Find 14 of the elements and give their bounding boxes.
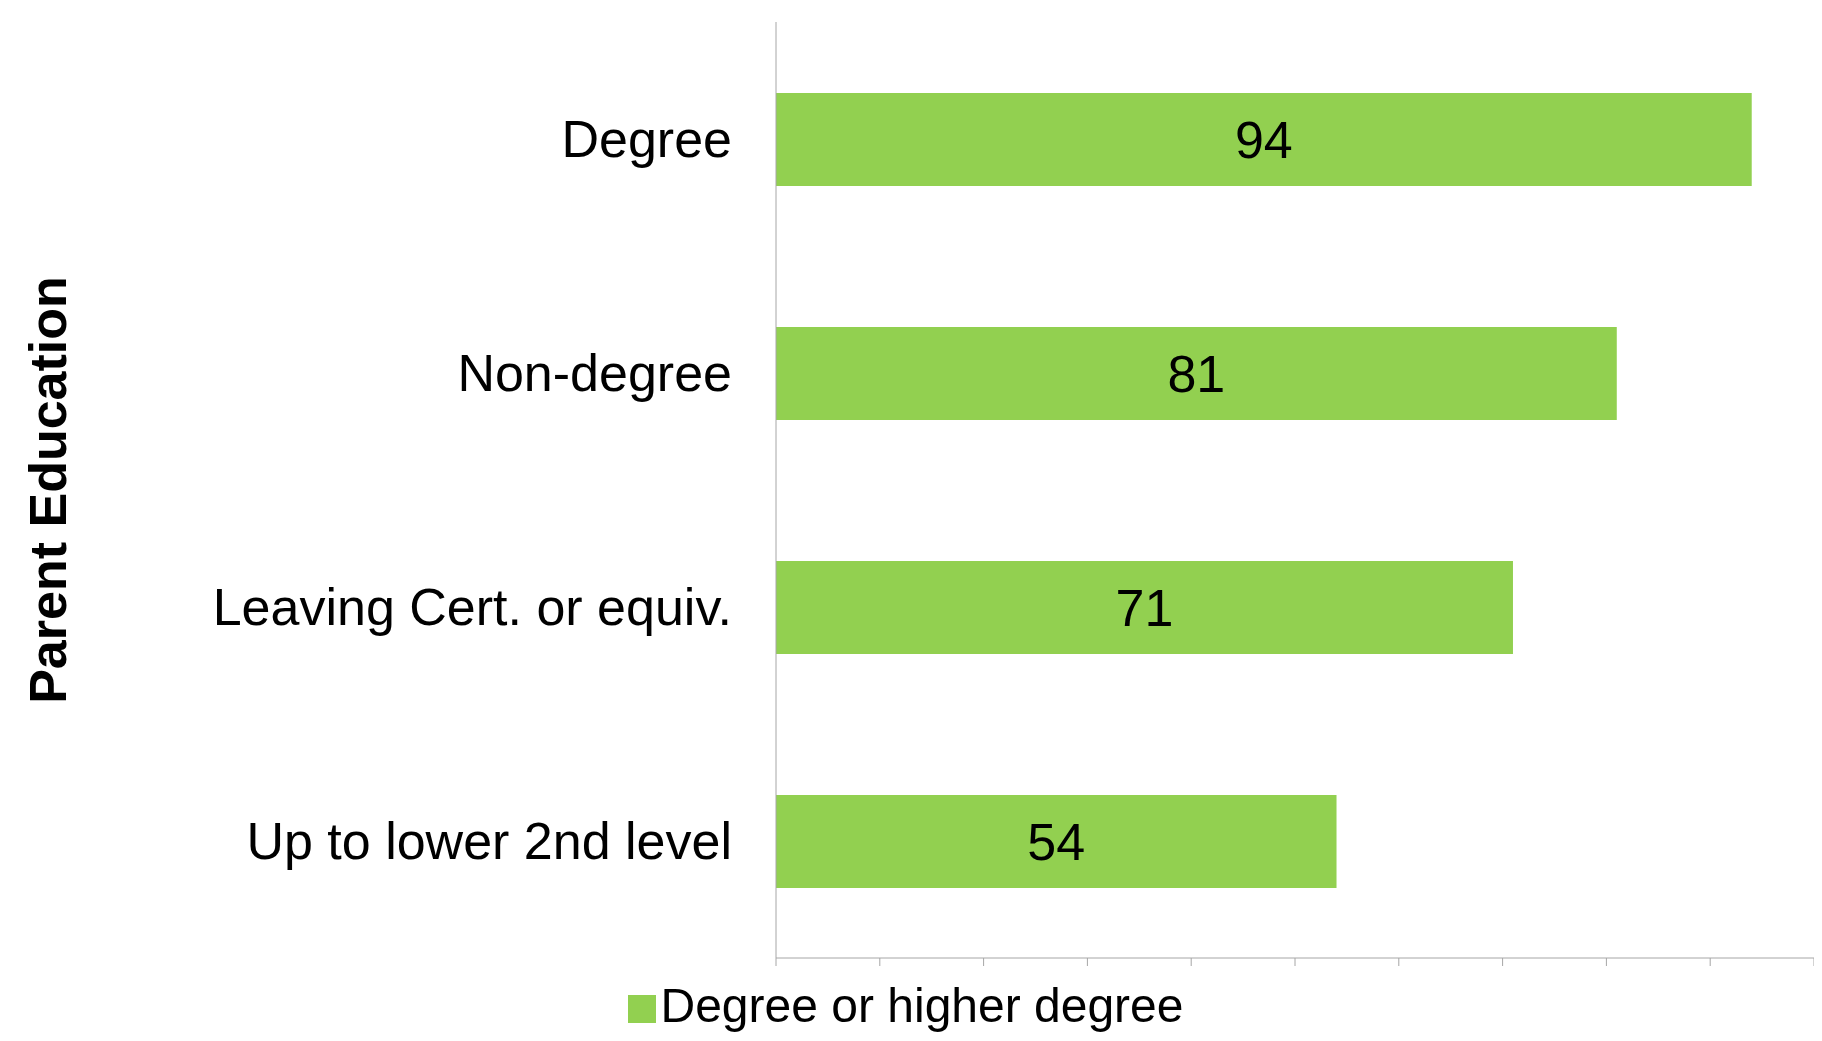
- y-tick-label: Up to lower 2nd level: [246, 812, 732, 871]
- bar: [776, 327, 1617, 420]
- data-label: 94: [1234, 110, 1293, 169]
- bar: [776, 93, 1752, 186]
- data-label: 54: [1027, 812, 1086, 871]
- data-label: 71: [1115, 578, 1174, 637]
- y-tick-label: Degree: [561, 110, 732, 169]
- bar: [776, 795, 1337, 888]
- bar: [776, 561, 1513, 654]
- y-tick-label: Non-degree: [457, 344, 732, 403]
- data-label: 81: [1167, 344, 1226, 403]
- y-tick-label: Leaving Cert. or equiv.: [212, 578, 732, 637]
- legend-label: Degree or higher degree: [660, 979, 1184, 1032]
- y-axis-title: Parent Education: [19, 276, 78, 704]
